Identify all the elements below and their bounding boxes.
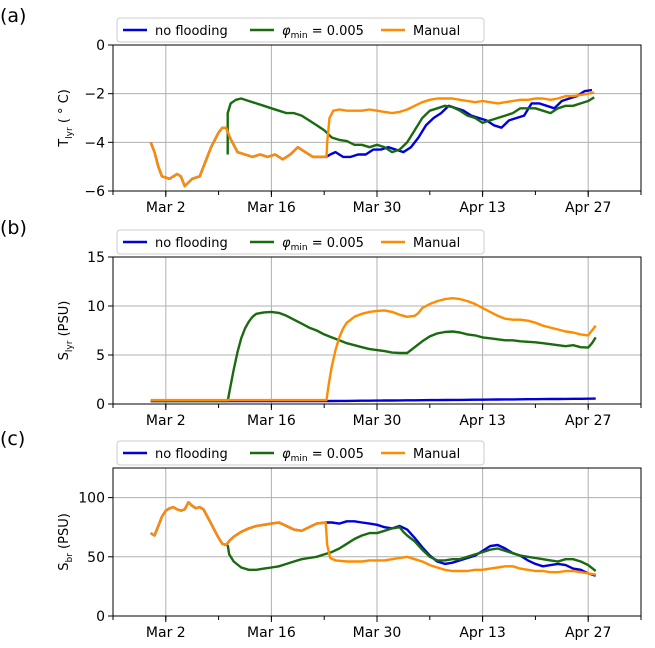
legend-label: no flooding (155, 24, 228, 39)
x-tick-label: Mar 16 (247, 413, 296, 429)
series-line-no-flooding (150, 501, 597, 577)
y-tick-label: 0 (96, 397, 105, 413)
legend-label: no flooding (155, 447, 228, 462)
legend: no flooding φmin = 0.005 Manual (116, 17, 485, 43)
x-tick-label: Mar 30 (353, 200, 402, 216)
legend-label: φmin = 0.005 (282, 236, 364, 253)
x-tick-label: Apr 13 (459, 200, 505, 216)
legend-label: Manual (413, 447, 460, 462)
y-tick-label: 0 (96, 609, 105, 625)
y-tick-label: 100 (78, 491, 105, 507)
y-tick-label: −2 (84, 87, 105, 103)
series-line-manual (149, 91, 595, 188)
series-line-phi-min (226, 526, 597, 572)
x-tick-label: Apr 27 (565, 625, 611, 641)
x-tick-label: Mar 2 (146, 625, 186, 641)
y-tick-label: 50 (87, 550, 105, 566)
x-tick-label: Apr 27 (565, 200, 611, 216)
y-tick-label: −6 (84, 184, 105, 200)
panel-b: (b) Mar 2 Mar 16 Mar 30 Apr 13 Apr 27 0 5 10 15 Sl… (0, 217, 642, 429)
legend-label: φmin = 0.005 (282, 447, 364, 464)
x-tick-label: Mar 16 (247, 200, 296, 216)
legend-box (116, 17, 485, 43)
x-tick-label: Mar 2 (146, 413, 186, 429)
panel-c: (c) Mar 2 Mar 16 Mar 30 Apr 13 Apr 27 0 50 100Sb… (0, 428, 642, 641)
y-axis-label: Slyr (PSU) (57, 301, 75, 361)
legend: no flooding φmin = 0.005 Manual (116, 440, 485, 466)
y-axis-label: Tlyr ( ° C) (57, 89, 75, 148)
x-tick-label: Mar 30 (353, 413, 402, 429)
legend: no flooding φmin = 0.005 Manual (116, 229, 485, 255)
y-tick-label: 5 (96, 348, 105, 364)
legend-label: Manual (413, 24, 460, 39)
legend-box (116, 440, 485, 466)
y-axis-label: Sbr (PSU) (57, 513, 75, 571)
y-tick-label: 10 (87, 299, 105, 315)
x-tick-label: Mar 30 (353, 625, 402, 641)
x-tick-label: Apr 27 (565, 413, 611, 429)
panel-label: (a) (0, 5, 26, 27)
x-tick-label: Apr 13 (459, 413, 505, 429)
legend-label: φmin = 0.005 (282, 24, 364, 41)
legend-label: no flooding (155, 236, 228, 251)
legend-label: Manual (413, 236, 460, 251)
panel-label: (b) (0, 217, 27, 239)
x-tick-label: Mar 16 (247, 625, 296, 641)
legend-box (116, 229, 485, 255)
y-tick-label: 15 (87, 250, 105, 266)
series-line-manual (150, 501, 596, 576)
y-tick-label: 0 (96, 38, 105, 54)
series-line-phi-min (226, 96, 595, 155)
x-tick-label: Apr 13 (459, 625, 505, 641)
panel-a: (a) Mar 2 Mar 16 Mar 30 Apr 13 Apr 27 −6 −4 −2 0 T… (0, 5, 642, 216)
series-line-manual (150, 297, 597, 402)
panel-label: (c) (0, 428, 25, 450)
x-tick-label: Mar 2 (146, 200, 186, 216)
series-line-phi-min (150, 310, 597, 403)
y-tick-label: −4 (84, 135, 105, 151)
